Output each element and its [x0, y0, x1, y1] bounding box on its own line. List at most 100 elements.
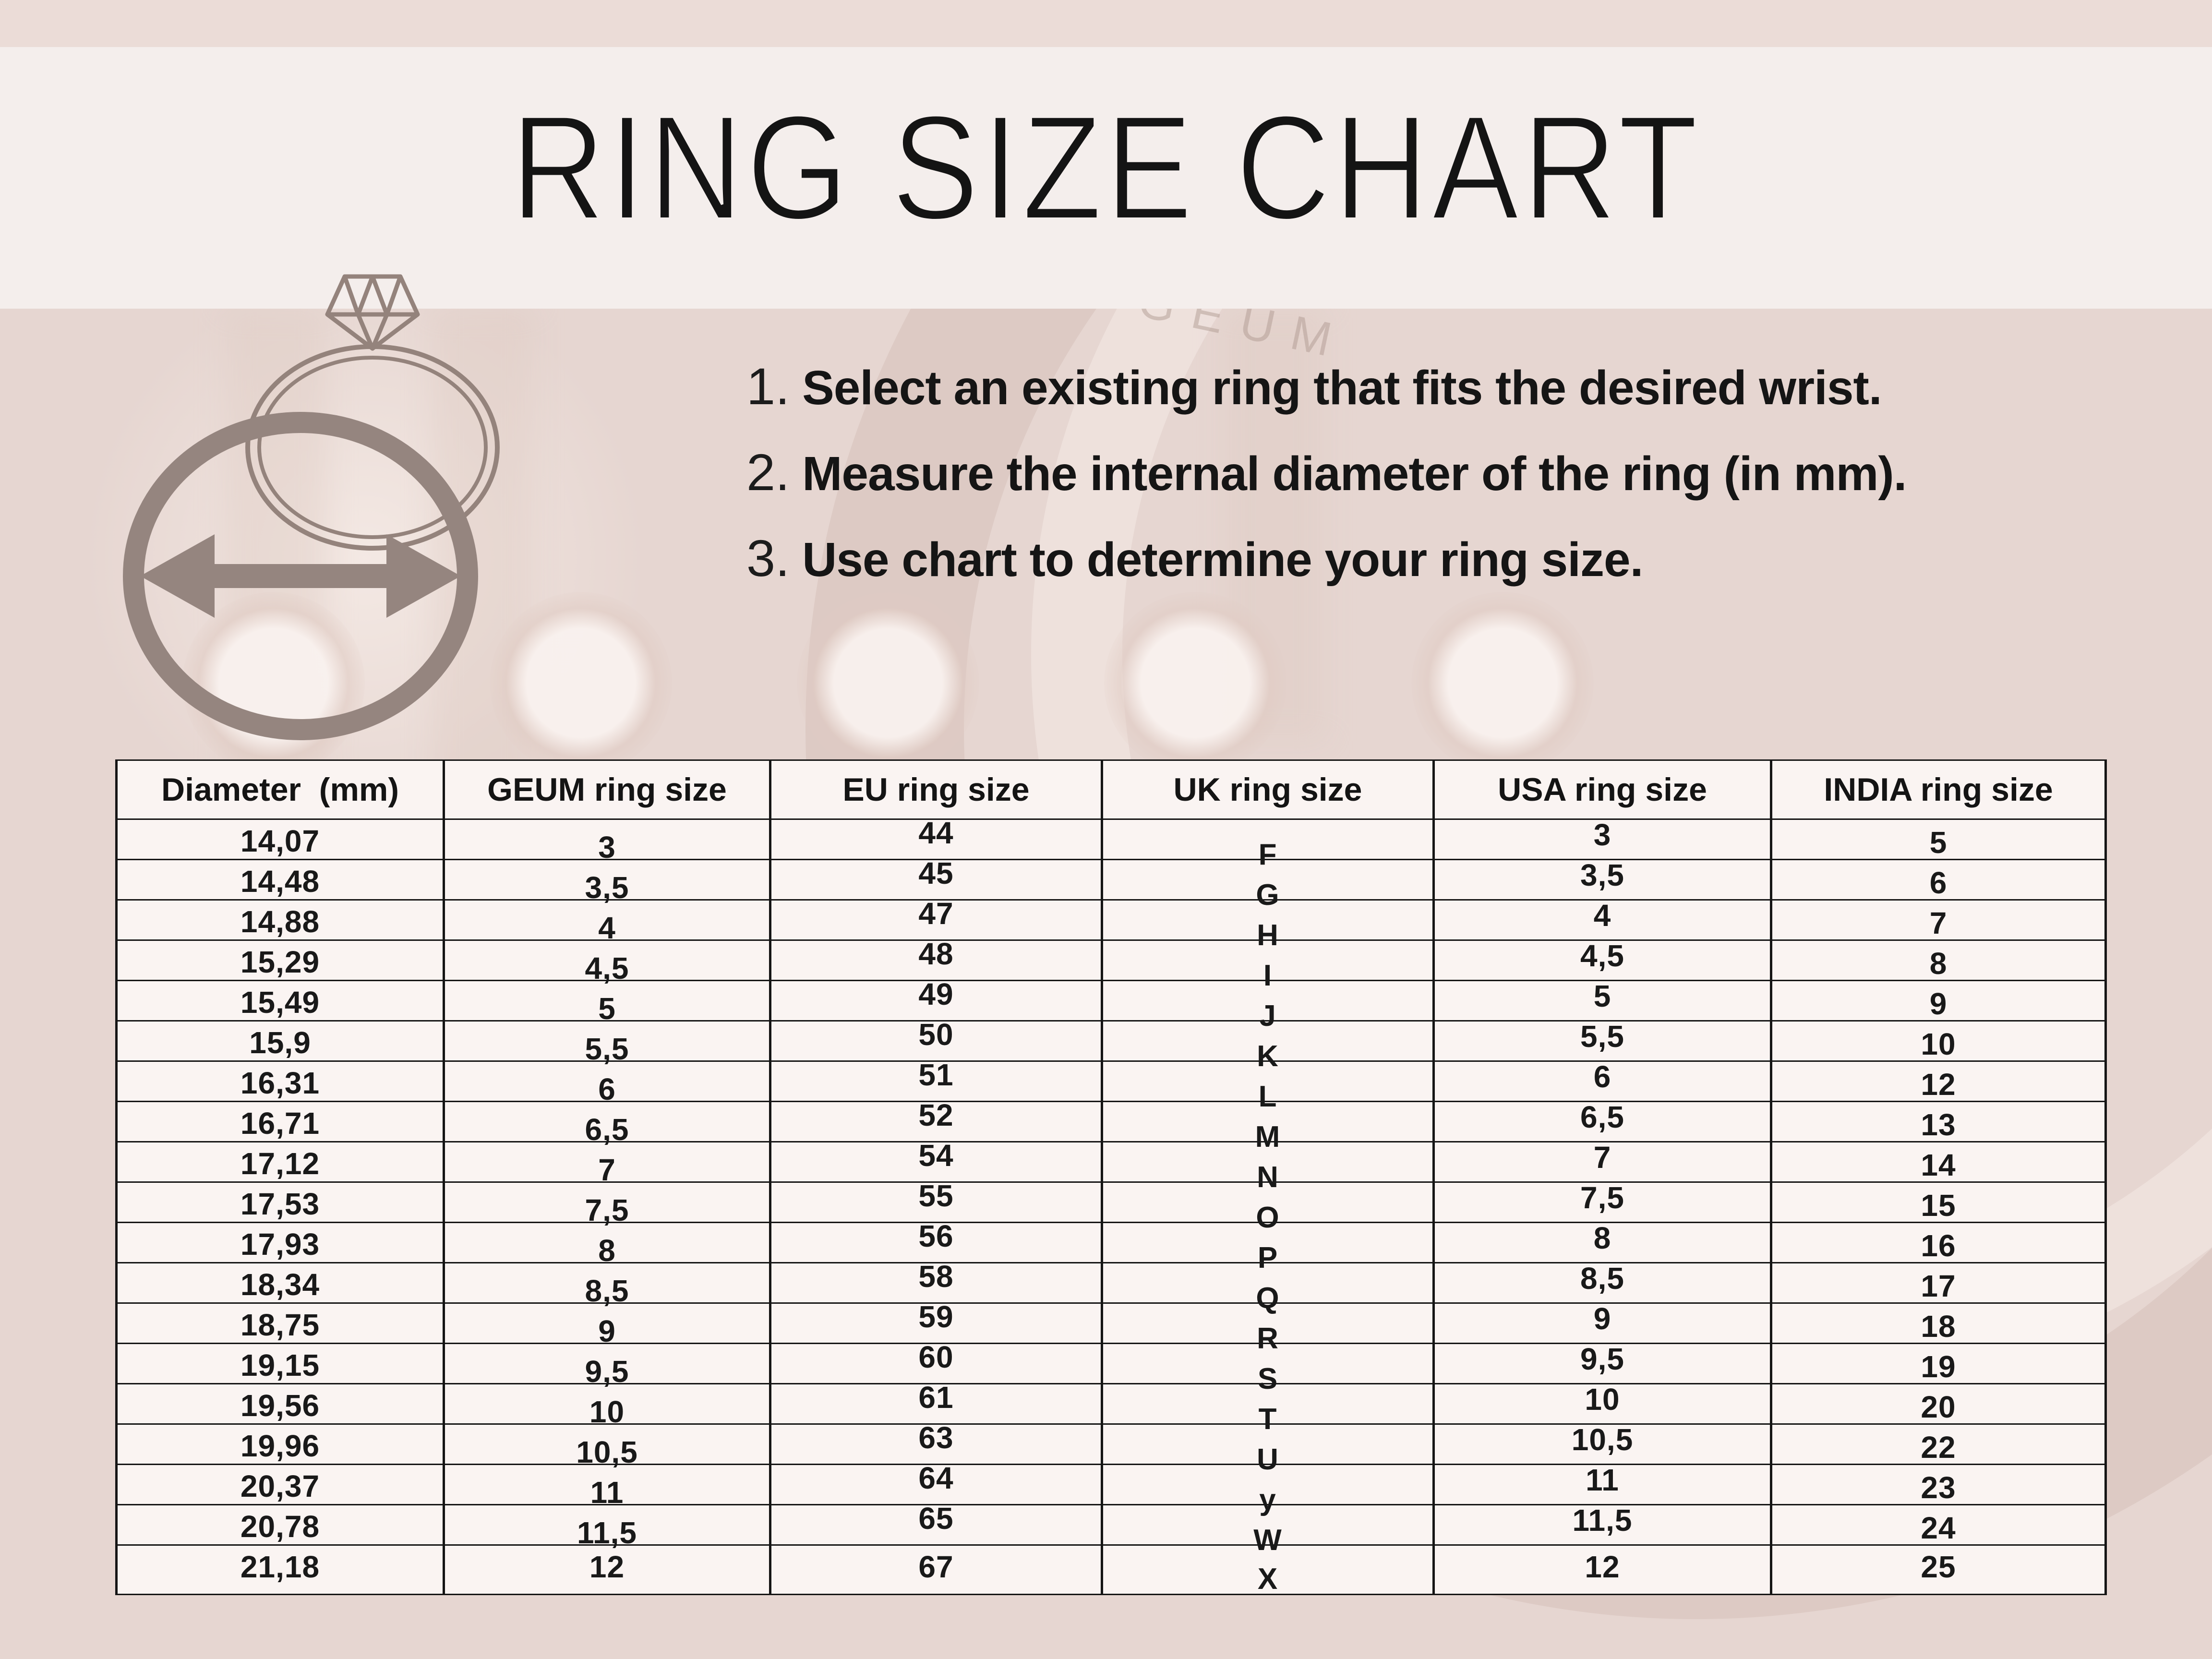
step-text: Use chart to determine your ring size.: [802, 533, 1643, 587]
table-row: 14,88 4 47 H 4 7: [115, 896, 2107, 952]
cell-geum: 5: [443, 980, 771, 1026]
top-strip: [0, 0, 2212, 47]
cell-geum: 8,5: [443, 1262, 771, 1308]
column-header-india: INDIA ring size: [1770, 759, 2107, 820]
cell-geum: 9,5: [443, 1343, 771, 1389]
cell-usa: 7,5: [1432, 1180, 1772, 1223]
cell-eu: 52: [769, 1098, 1103, 1142]
diamond-ring-outline-icon: [245, 274, 500, 551]
cell-usa: 9: [1432, 1301, 1772, 1344]
step-text: Measure the internal diameter of the rin…: [802, 447, 1907, 501]
cell-diameter: 19,56: [115, 1383, 445, 1425]
table-row: 15,9 5,5 50 K 5,5 10: [115, 1017, 2107, 1073]
cell-uk: S: [1101, 1343, 1435, 1395]
bezel-diamond-blur: [797, 592, 979, 774]
cell-eu: 55: [769, 1178, 1103, 1223]
cell-india: 8: [1770, 939, 2107, 981]
cell-india: 25: [1770, 1544, 2107, 1595]
table-row: 15,29 4,5 48 I 4,5 8: [115, 937, 2107, 992]
cell-usa: 9,5: [1432, 1342, 1772, 1384]
table-row: 18,34 8,5 58 Q 8,5 17: [115, 1259, 2107, 1315]
cell-india: 10: [1770, 1020, 2107, 1062]
cell-diameter: 19,15: [115, 1343, 445, 1384]
cell-diameter: 20,78: [115, 1504, 445, 1546]
cell-usa: 5: [1432, 979, 1772, 1022]
cell-usa: 11: [1432, 1463, 1772, 1505]
cell-uk: R: [1101, 1302, 1435, 1355]
cell-eu: 64: [769, 1461, 1103, 1505]
bezel-diamond-blur: [490, 592, 672, 774]
cell-usa: 3: [1432, 817, 1772, 860]
cell-eu: 60: [769, 1340, 1103, 1384]
cell-uk: W: [1101, 1504, 1435, 1557]
cell-geum: 10: [443, 1383, 771, 1429]
table-row: 19,15 9,5 60 S 9,5 19: [115, 1340, 2107, 1395]
cell-eu: 50: [769, 1017, 1103, 1062]
cell-geum: 4,5: [443, 939, 771, 986]
cell-diameter: 20,37: [115, 1464, 445, 1505]
cell-geum: 9: [443, 1302, 771, 1348]
cell-usa: 8: [1432, 1221, 1772, 1263]
cell-eu: 47: [769, 896, 1103, 941]
cell-india: 22: [1770, 1423, 2107, 1465]
instruction-step-2: 2. Measure the internal diameter of the r…: [746, 442, 1907, 528]
cell-eu: 44: [769, 816, 1103, 860]
cell-eu: 59: [769, 1299, 1103, 1344]
cell-geum: 7: [443, 1141, 771, 1187]
cell-uk: Q: [1101, 1262, 1435, 1315]
cell-uk: U: [1101, 1423, 1435, 1476]
cell-usa: 10,5: [1432, 1422, 1772, 1465]
cell-diameter: 17,93: [115, 1222, 445, 1263]
cell-diameter: 14,48: [115, 859, 445, 901]
instruction-step-1: 1. Select an existing ring that fits the …: [746, 356, 1906, 442]
instruction-step-3: 3. Use chart to determine your ring size.: [746, 528, 1906, 614]
bezel-diamond-blur: [182, 592, 365, 774]
table-row: 21,18 12 67 X 12 25: [115, 1544, 2107, 1596]
cell-geum: 11,5: [443, 1504, 771, 1550]
cell-india: 19: [1770, 1343, 2107, 1384]
ring-size-table: Diameter (mm) GEUM ring size EU ring siz…: [115, 759, 2107, 1596]
cell-india: 13: [1770, 1101, 2107, 1142]
step-text: Select an existing ring that fits the de…: [802, 361, 1882, 415]
cell-diameter: 15,9: [115, 1020, 445, 1062]
cell-geum: 5,5: [443, 1020, 771, 1066]
cell-eu: 49: [769, 977, 1103, 1022]
cell-eu: 54: [769, 1138, 1103, 1183]
cell-india: 15: [1770, 1181, 2107, 1223]
cell-uk: H: [1101, 899, 1435, 952]
cell-diameter: 17,53: [115, 1181, 445, 1223]
column-header-eu: EU ring size: [769, 759, 1103, 820]
column-header-uk: UK ring size: [1101, 759, 1435, 820]
cell-geum: 3: [443, 818, 771, 865]
cell-diameter: 19,96: [115, 1423, 445, 1465]
cell-geum: 12: [443, 1544, 771, 1595]
cell-geum: 3,5: [443, 859, 771, 905]
table-row: 20,37 11 64 y 11 23: [115, 1461, 2107, 1516]
cell-india: 17: [1770, 1262, 2107, 1304]
cell-india: 23: [1770, 1464, 2107, 1505]
cell-usa: 5,5: [1432, 1019, 1772, 1062]
table-row: 14,48 3,5 45 G 3,5 6: [115, 856, 2107, 912]
cell-usa: 10: [1432, 1382, 1772, 1425]
step-number: 2.: [746, 443, 790, 501]
table-row: 19,96 10,5 63 U 10,5 22: [115, 1420, 2107, 1476]
ring-diameter-measure-icon: [123, 274, 500, 740]
cell-diameter: 18,34: [115, 1262, 445, 1304]
title-banner: RING SIZE CHART: [0, 47, 2212, 309]
cell-usa: 3,5: [1432, 858, 1772, 901]
cell-india: 16: [1770, 1222, 2107, 1263]
cell-india: 7: [1770, 899, 2107, 941]
cell-diameter: 14,88: [115, 899, 445, 941]
table-row: 15,49 5 49 J 5 9: [115, 977, 2107, 1033]
cell-diameter: 15,29: [115, 939, 445, 981]
cell-uk: I: [1101, 939, 1435, 992]
cell-uk: J: [1101, 980, 1435, 1033]
table-row: 19,56 10 61 T 10 20: [115, 1380, 2107, 1436]
cell-india: 18: [1770, 1302, 2107, 1344]
cell-usa: 7: [1432, 1140, 1772, 1183]
cell-diameter: 16,31: [115, 1060, 445, 1102]
bezel-diamond-blur: [1104, 592, 1286, 774]
cell-uk: O: [1101, 1181, 1435, 1234]
cell-eu: 63: [769, 1420, 1103, 1465]
